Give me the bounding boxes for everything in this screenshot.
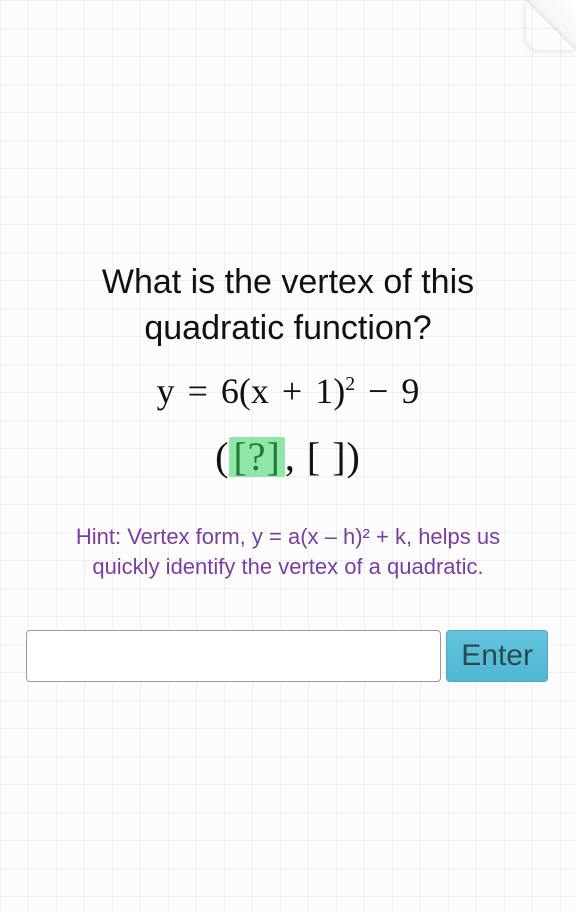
eq-equals: = bbox=[184, 371, 212, 411]
answer-input-row: Enter bbox=[26, 630, 548, 682]
eq-inner-op: + bbox=[278, 371, 306, 411]
answer-close-paren: ) bbox=[347, 434, 361, 479]
eq-var-x: x bbox=[251, 371, 269, 411]
hint-line2: quickly identify the vertex of a quadrat… bbox=[92, 554, 483, 579]
eq-outer-op: − bbox=[364, 371, 392, 411]
answer-sep: , bbox=[285, 434, 296, 479]
hint-suffix1: helps us bbox=[412, 524, 500, 549]
eq-lhs: y bbox=[157, 371, 175, 411]
hint-formula: y = a(x – h)² + k, bbox=[252, 524, 412, 549]
eq-close-paren: ) bbox=[333, 371, 345, 411]
hint-text: Hint: Vertex form, y = a(x – h)² + k, he… bbox=[40, 522, 536, 581]
problem-content: What is the vertex of this quadratic fun… bbox=[0, 260, 576, 581]
eq-h: 1 bbox=[315, 371, 333, 411]
eq-exponent: 2 bbox=[345, 373, 355, 395]
answer-open-paren: ( bbox=[215, 434, 229, 479]
hint-prefix: Hint: Vertex form, bbox=[76, 524, 252, 549]
page-curl-decoration bbox=[526, 0, 576, 50]
question-line-1: What is the vertex of this bbox=[102, 263, 474, 301]
question-line-2: quadratic function? bbox=[144, 309, 431, 347]
question-text: What is the vertex of this quadratic fun… bbox=[40, 260, 536, 352]
eq-k: 9 bbox=[401, 371, 419, 411]
answer-input[interactable] bbox=[26, 630, 441, 682]
equation: y = 6(x + 1)2 − 9 bbox=[40, 370, 536, 413]
answer-slot-y-empty[interactable]: [ ] bbox=[307, 437, 347, 477]
eq-open-paren: ( bbox=[239, 371, 251, 411]
answer-template: ([?], [ ]) bbox=[40, 433, 536, 480]
answer-slot-x-active[interactable]: [?] bbox=[229, 437, 284, 477]
enter-button[interactable]: Enter bbox=[446, 630, 548, 682]
eq-coef-a: 6 bbox=[221, 371, 239, 411]
